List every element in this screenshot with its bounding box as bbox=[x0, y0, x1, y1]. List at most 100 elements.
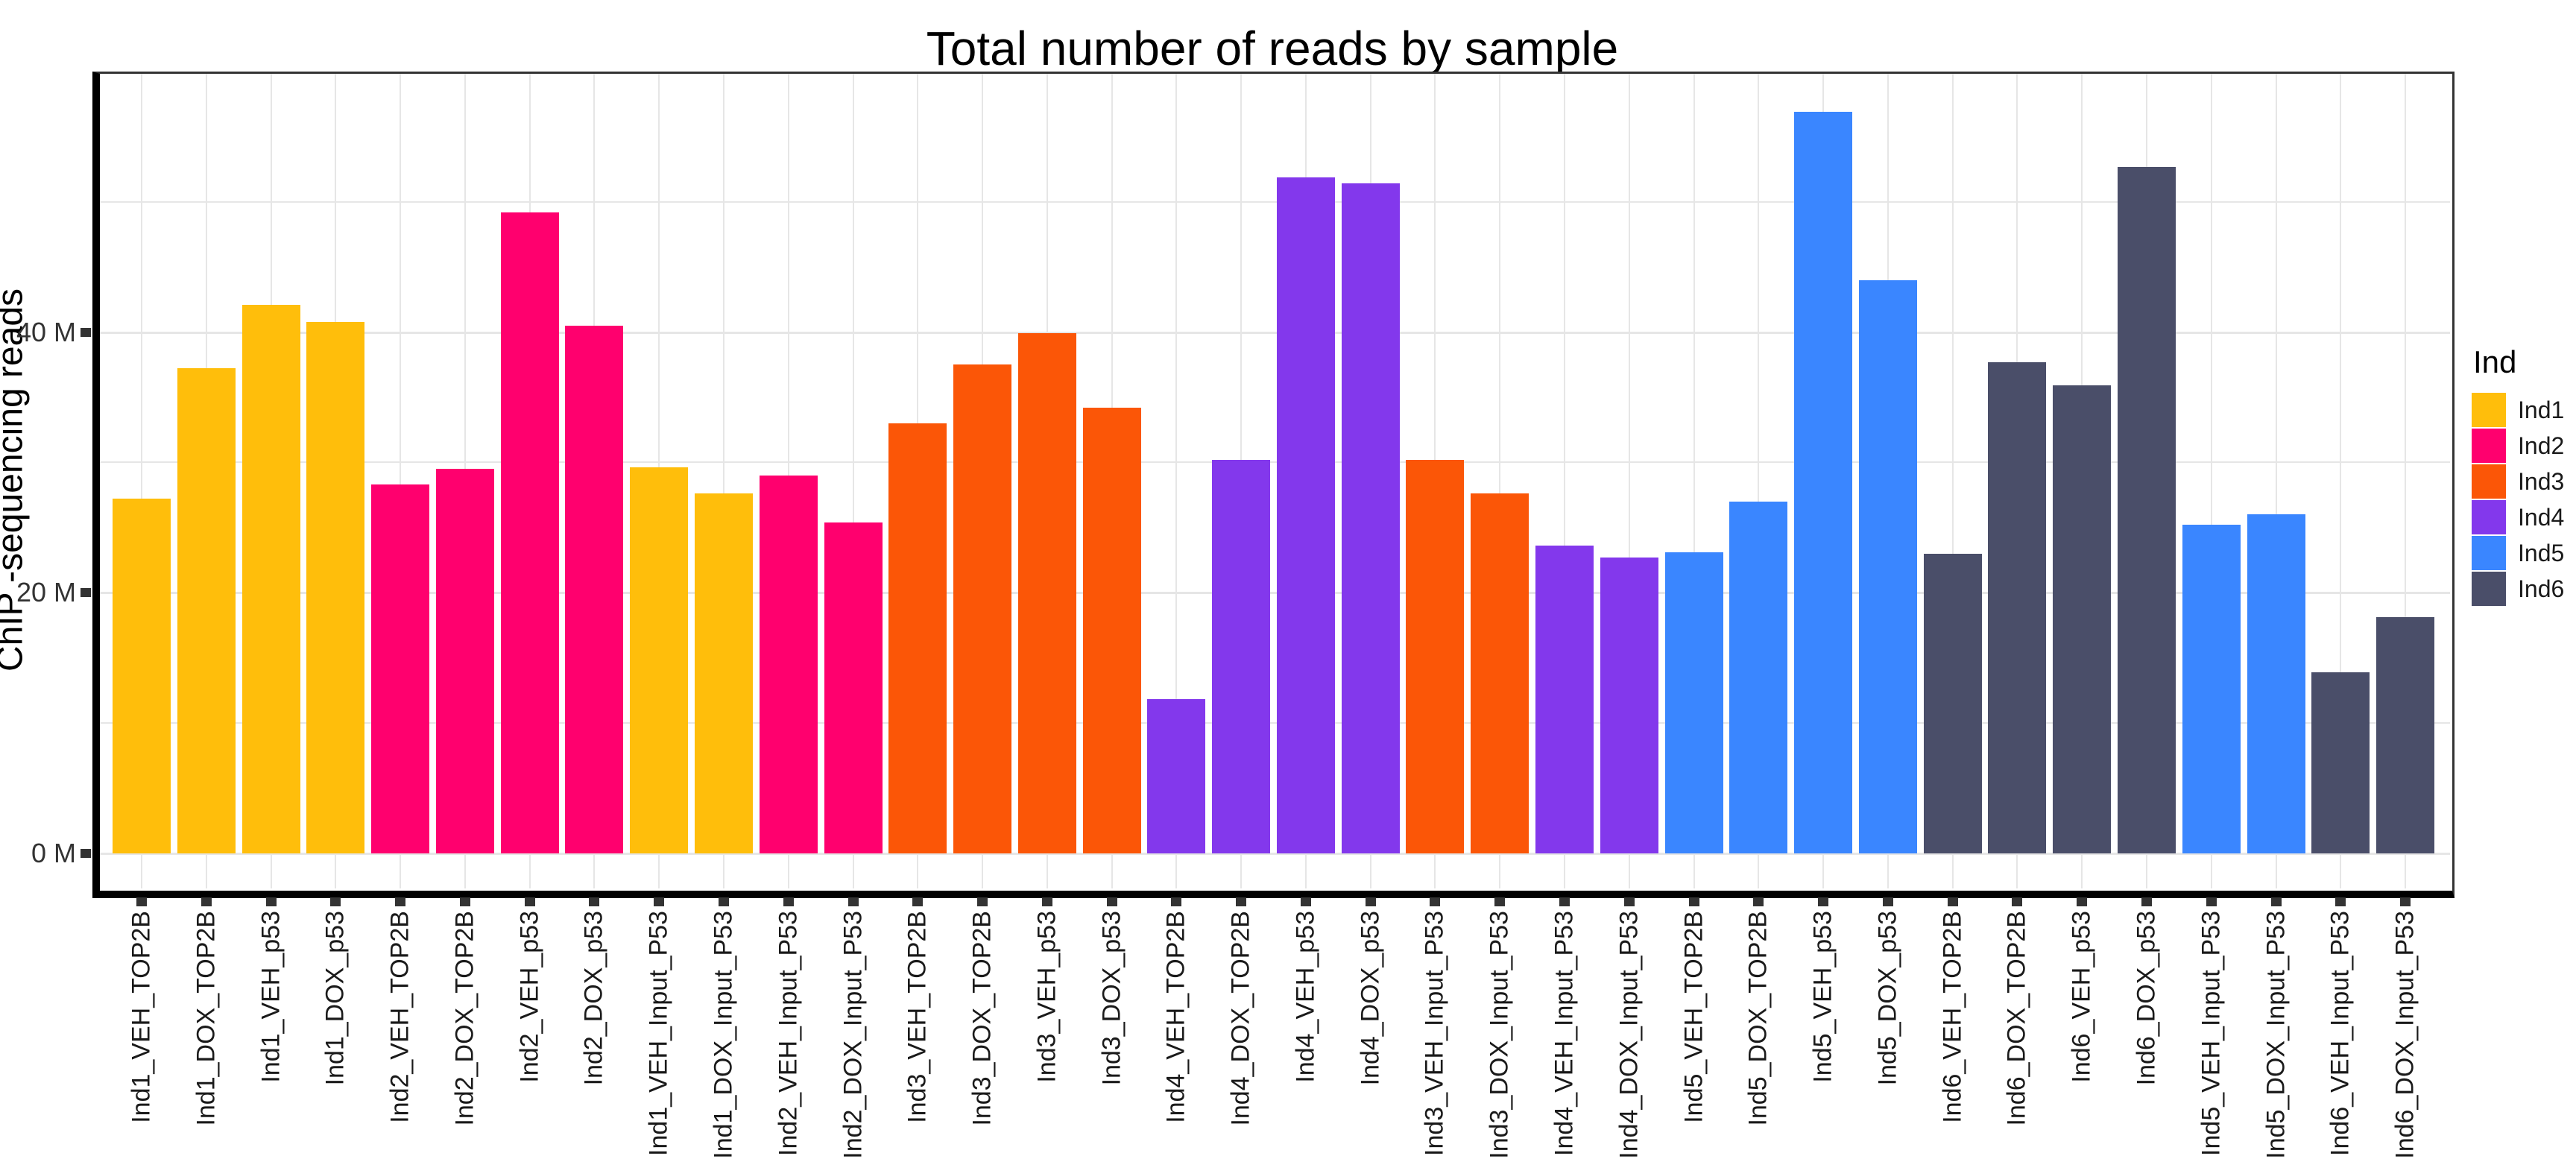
y-tick-mark bbox=[80, 588, 91, 598]
bar bbox=[1664, 552, 1723, 853]
y-tick-label: 20 M bbox=[16, 577, 76, 608]
legend-row: Ind2 bbox=[2472, 428, 2576, 464]
x-tick-mark bbox=[654, 897, 665, 906]
legend-row: Ind4 bbox=[2472, 499, 2576, 535]
legend-swatch bbox=[2472, 536, 2506, 570]
gridline-h bbox=[100, 331, 2450, 334]
bar bbox=[113, 499, 171, 853]
x-tick-mark bbox=[1365, 897, 1376, 906]
gridline-v bbox=[2275, 74, 2277, 888]
x-tick-mark bbox=[1753, 897, 1764, 906]
x-tick-mark bbox=[847, 897, 859, 906]
x-tick-mark bbox=[912, 897, 924, 906]
legend-title: Ind bbox=[2473, 344, 2517, 379]
x-tick-mark bbox=[1559, 897, 1570, 906]
bar bbox=[435, 469, 494, 853]
bar bbox=[2182, 525, 2241, 853]
legend-swatch bbox=[2472, 393, 2506, 427]
bar bbox=[2053, 385, 2112, 853]
gridline-v bbox=[400, 74, 402, 888]
bar bbox=[759, 475, 818, 853]
bar bbox=[371, 484, 430, 853]
x-tick-mark bbox=[1494, 897, 1506, 906]
bar bbox=[1082, 407, 1141, 853]
x-tick-mark bbox=[1430, 897, 1441, 906]
bar bbox=[824, 522, 883, 853]
x-tick-mark bbox=[1818, 897, 1829, 906]
x-tick-mark bbox=[783, 897, 794, 906]
x-tick-mark bbox=[1882, 897, 1893, 906]
gridline-v bbox=[722, 74, 724, 888]
x-tick-mark bbox=[2077, 897, 2088, 906]
x-tick-mark bbox=[265, 897, 277, 906]
bar bbox=[630, 467, 689, 853]
legend-rows: Ind1 Ind2 Ind3 Ind4 Ind5 Ind6 bbox=[2472, 392, 2576, 607]
bar bbox=[1535, 546, 1594, 853]
x-tick-mark bbox=[1171, 897, 1182, 906]
x-tick-mark bbox=[1947, 897, 1958, 906]
gridline-h bbox=[100, 852, 2450, 855]
bar bbox=[2247, 514, 2305, 853]
x-tick-mark bbox=[330, 897, 341, 906]
x-tick-mark bbox=[1236, 897, 1247, 906]
legend-swatch bbox=[2472, 464, 2506, 499]
bar bbox=[1471, 493, 1530, 853]
gridline-h bbox=[100, 721, 2450, 724]
legend-label: Ind6 bbox=[2518, 575, 2565, 602]
legend: Ind Ind1 Ind2 Ind3 Ind4 Ind5 Ind6 bbox=[2472, 344, 2576, 607]
bar bbox=[953, 364, 1012, 853]
legend-swatch bbox=[2472, 500, 2506, 534]
bar bbox=[500, 212, 559, 853]
gridline-v bbox=[1628, 74, 1630, 888]
bar bbox=[1729, 501, 1788, 853]
x-tick-mark bbox=[201, 897, 212, 906]
x-tick-mark bbox=[136, 897, 147, 906]
x-tick-mark bbox=[1300, 897, 1311, 906]
bar bbox=[2311, 672, 2370, 853]
legend-label: Ind1 bbox=[2518, 396, 2565, 423]
gridline-v bbox=[1951, 74, 1954, 888]
x-tick-mark bbox=[2270, 897, 2282, 906]
bar bbox=[2117, 166, 2176, 853]
x-tick-mark bbox=[718, 897, 729, 906]
bar bbox=[1341, 183, 1400, 853]
x-tick-mark bbox=[2012, 897, 2023, 906]
gridline-v bbox=[852, 74, 854, 888]
page-title: Total number of reads by sample bbox=[926, 22, 1619, 75]
legend-row: Ind3 bbox=[2472, 464, 2576, 499]
gridline-v bbox=[1758, 74, 1760, 888]
bar bbox=[1923, 553, 1982, 853]
bar bbox=[1212, 459, 1271, 853]
x-tick-mark bbox=[2206, 897, 2217, 906]
bar bbox=[1858, 280, 1917, 853]
gridline-v bbox=[2210, 74, 2212, 888]
gridline-v bbox=[141, 74, 142, 888]
legend-label: Ind4 bbox=[2518, 503, 2565, 531]
gridline-v bbox=[1564, 74, 1566, 888]
gridline-v bbox=[1175, 74, 1178, 888]
bar bbox=[177, 368, 236, 853]
bar bbox=[1988, 361, 2047, 853]
gridline-v bbox=[1499, 74, 1501, 888]
y-tick-label: 0 M bbox=[31, 837, 76, 868]
y-tick-mark bbox=[80, 327, 91, 337]
gridline-h bbox=[100, 461, 2450, 464]
bar bbox=[1276, 177, 1335, 853]
x-tick-mark bbox=[2141, 897, 2152, 906]
x-tick-mark bbox=[2335, 897, 2346, 906]
legend-row: Ind5 bbox=[2472, 535, 2576, 571]
x-tick-mark bbox=[1106, 897, 1117, 906]
x-tick-mark bbox=[1041, 897, 1052, 906]
x-tick-mark bbox=[589, 897, 600, 906]
legend-label: Ind3 bbox=[2518, 467, 2565, 495]
bar bbox=[1406, 459, 1465, 853]
legend-label: Ind2 bbox=[2518, 432, 2565, 459]
x-tick-mark bbox=[1688, 897, 1699, 906]
gridline-h bbox=[100, 200, 2450, 203]
bar bbox=[2376, 617, 2435, 853]
gridline-v bbox=[2340, 74, 2342, 888]
bar bbox=[888, 423, 947, 853]
legend-row: Ind6 bbox=[2472, 571, 2576, 607]
y-tick-mark bbox=[80, 848, 91, 858]
